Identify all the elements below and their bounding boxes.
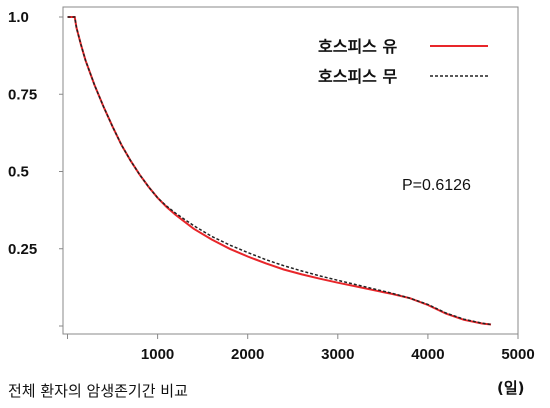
x-tick-label: 4000 [411, 346, 444, 363]
legend-label-hospice-no: 호스피스 무 [318, 67, 397, 86]
y-tick-label: 0.5 [8, 164, 29, 181]
x-tick-label: 5000 [501, 346, 534, 363]
x-tick-label: 2000 [231, 346, 264, 363]
series-group [67, 16, 492, 326]
legend-label-hospice-yes: 호스피스 유 [318, 37, 397, 56]
y-tick-label: 1.0 [8, 9, 29, 26]
legend: 호스피스 유 호스피스 무 [318, 37, 488, 86]
y-tick-label: 0.25 [8, 241, 37, 258]
y-tick-label: 0.75 [8, 86, 37, 103]
series-line-hospice-no [67, 16, 492, 326]
p-value-annotation: P=0.6126 [402, 177, 471, 194]
x-axis-unit-label: (일) [497, 379, 525, 397]
x-tick-label: 3000 [321, 346, 354, 363]
y-axis: 1.0 0.75 0.5 0.25 [8, 9, 63, 327]
plot-frame [62, 6, 519, 335]
x-axis: 1000 2000 3000 4000 5000 [67, 334, 535, 363]
series-line-hospice-yes [67, 16, 492, 326]
chart-caption: 전체 환자의 암생존기간 비교 [8, 382, 188, 400]
x-tick-label: 1000 [141, 346, 174, 363]
